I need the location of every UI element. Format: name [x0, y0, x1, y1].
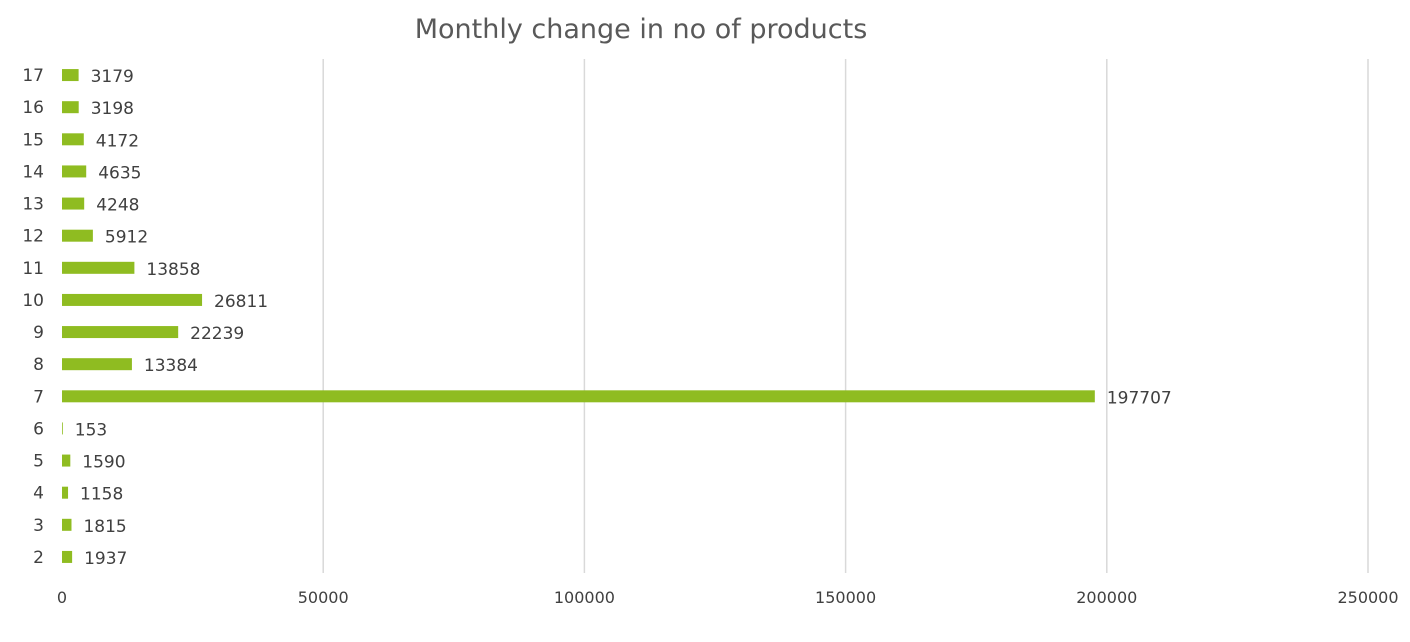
- bar: [62, 550, 73, 563]
- data-label: 4248: [96, 196, 139, 216]
- x-tick-label: 150000: [815, 588, 876, 607]
- bar: [62, 261, 135, 274]
- y-tick-label: 6: [33, 419, 44, 439]
- bar: [62, 454, 71, 467]
- y-tick-label: 5: [33, 452, 44, 472]
- bar: [62, 197, 85, 210]
- bar: [62, 422, 63, 435]
- data-label: 4635: [98, 163, 141, 183]
- data-label: 1590: [82, 453, 125, 473]
- data-label: 22239: [190, 324, 244, 344]
- y-tick-label: 10: [22, 291, 44, 311]
- data-label: 4172: [96, 131, 139, 151]
- bar: [62, 165, 87, 178]
- data-label: 3179: [91, 67, 134, 87]
- bar: [62, 358, 132, 371]
- x-tick-label: 250000: [1337, 588, 1398, 607]
- data-label: 1158: [80, 485, 123, 505]
- y-tick-label: 13: [22, 195, 44, 215]
- bar: [62, 486, 69, 499]
- bar: [62, 229, 93, 242]
- x-tick-label: 100000: [554, 588, 615, 607]
- data-label: 13384: [144, 356, 198, 376]
- y-tick-label: 15: [22, 130, 44, 150]
- data-label: 1815: [83, 517, 126, 537]
- data-label: 153: [75, 420, 107, 440]
- data-label: 13858: [146, 260, 200, 280]
- bar: [62, 326, 179, 339]
- y-tick-label: 12: [22, 227, 44, 247]
- y-tick-label: 7: [33, 387, 44, 407]
- y-tick-label: 16: [22, 98, 44, 118]
- bar: [62, 101, 79, 114]
- x-tick-label: 0: [57, 588, 67, 607]
- bar: [62, 293, 203, 306]
- y-tick-label: 2: [33, 548, 44, 568]
- y-tick-label: 9: [33, 323, 44, 343]
- y-tick-label: 3: [33, 516, 44, 536]
- data-label: 1937: [84, 549, 127, 569]
- y-tick-label: 17: [22, 66, 44, 86]
- y-tick-label: 11: [22, 259, 44, 279]
- y-tick-label: 4: [33, 484, 44, 504]
- bar: [62, 390, 1095, 403]
- bar: [62, 69, 79, 82]
- y-tick-label: 14: [22, 162, 44, 182]
- data-label: 26811: [214, 292, 268, 312]
- chart-title: Monthly change in no of products: [414, 14, 868, 45]
- data-label: 3198: [91, 99, 134, 119]
- y-tick-label: 8: [33, 355, 44, 375]
- data-label: 5912: [105, 228, 148, 248]
- bar: [62, 518, 72, 531]
- data-label: 197707: [1107, 388, 1172, 408]
- bar: [62, 133, 84, 146]
- x-tick-label: 50000: [298, 588, 349, 607]
- x-tick-label: 200000: [1076, 588, 1137, 607]
